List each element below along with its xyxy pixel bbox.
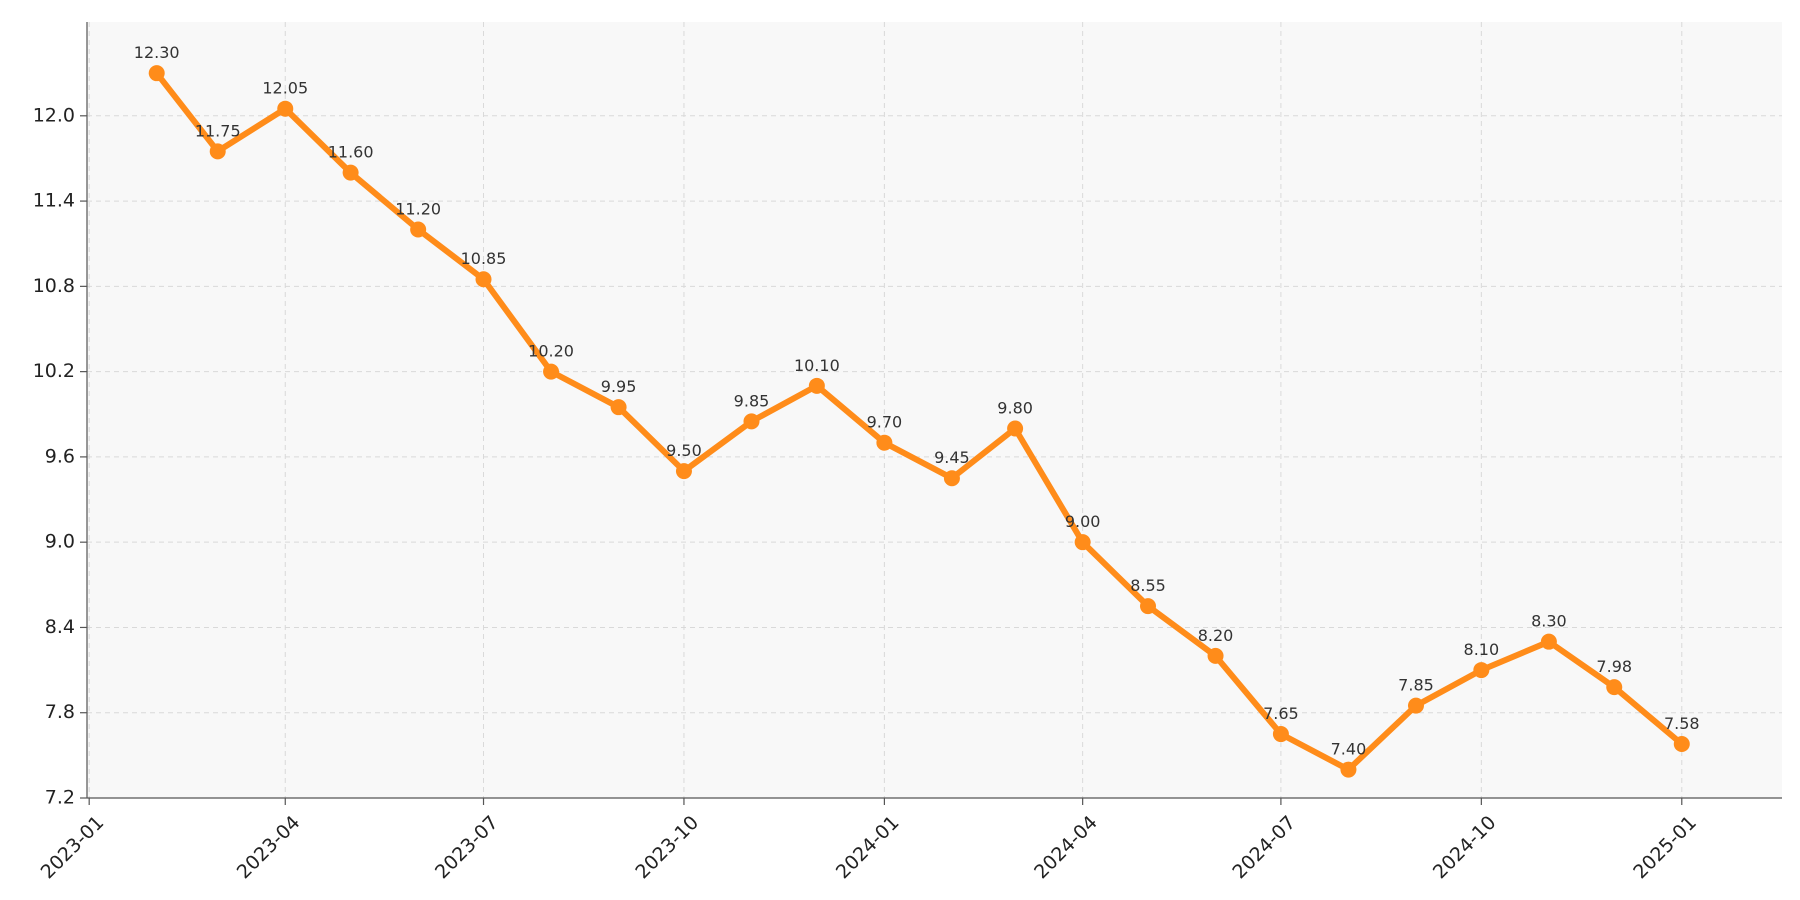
y-tick-label: 12.0 (33, 104, 75, 126)
data-label: 12.30 (134, 43, 180, 62)
data-label: 7.98 (1596, 657, 1632, 676)
data-label: 8.30 (1531, 612, 1567, 631)
data-point (1540, 633, 1557, 650)
data-label: 9.80 (997, 398, 1033, 417)
data-label: 9.45 (934, 448, 970, 467)
data-point (543, 363, 560, 380)
data-point (1140, 598, 1157, 615)
data-label: 10.10 (794, 356, 840, 375)
data-point (1407, 697, 1424, 714)
x-tick-label: 2025-01 (1629, 812, 1701, 884)
data-point (410, 221, 427, 238)
data-point (610, 399, 627, 416)
data-label: 9.85 (734, 391, 770, 410)
y-tick-label: 9.6 (45, 445, 75, 467)
data-label: 10.85 (461, 249, 507, 268)
data-point (1074, 534, 1091, 551)
data-label: 11.60 (328, 143, 374, 162)
data-label: 11.20 (395, 200, 441, 219)
x-tick-label: 2024-01 (832, 812, 904, 884)
data-point (1673, 735, 1690, 752)
x-tick-label: 2023-01 (37, 812, 109, 884)
data-labels: 12.30 11.75 12.05 11.60 11.20 10.85 10.20 9.95 9… (134, 43, 1700, 758)
y-tick-label: 11.4 (33, 190, 75, 212)
data-point (1007, 420, 1024, 437)
data-point (475, 271, 492, 288)
x-tick-label: 2024-07 (1228, 812, 1300, 884)
data-point (148, 65, 165, 82)
data-point (342, 164, 359, 181)
data-point (277, 100, 294, 117)
data-label: 8.10 (1464, 640, 1500, 659)
data-label: 9.00 (1065, 512, 1101, 531)
y-tick-label: 10.8 (33, 275, 75, 297)
y-tick-label: 7.8 (45, 701, 75, 723)
data-point (743, 413, 760, 430)
data-label: 7.65 (1263, 704, 1299, 723)
x-tick-label: 2024-04 (1030, 812, 1102, 884)
x-tick-label: 2023-04 (233, 812, 305, 884)
data-point (1606, 679, 1623, 696)
data-point (1272, 726, 1289, 743)
data-point (1207, 647, 1224, 664)
data-label: 9.50 (666, 441, 702, 460)
data-label: 10.20 (528, 342, 574, 361)
data-point (675, 463, 692, 480)
data-point (1473, 662, 1490, 679)
data-label: 8.20 (1198, 626, 1234, 645)
data-point (876, 434, 893, 451)
data-point (209, 143, 226, 160)
data-point (1340, 761, 1357, 778)
data-point (943, 470, 960, 487)
data-label: 7.85 (1398, 676, 1434, 695)
plot-background (87, 22, 1782, 798)
data-label: 7.40 (1331, 740, 1367, 759)
data-label: 7.58 (1664, 714, 1700, 733)
data-label: 9.95 (601, 377, 637, 396)
y-tick-label: 10.2 (33, 360, 75, 382)
data-point (808, 377, 825, 394)
data-label: 9.70 (867, 413, 903, 432)
data-label: 8.55 (1130, 576, 1166, 595)
series-line (153, 70, 1685, 773)
series-layer (148, 65, 1690, 778)
x-tick-label: 2023-10 (631, 812, 703, 884)
x-tick-label: 2024-10 (1429, 812, 1501, 884)
y-tick-label: 7.2 (45, 787, 75, 809)
data-label: 12.05 (262, 79, 308, 98)
data-label: 11.75 (195, 121, 241, 140)
x-tick-label: 2023-07 (431, 812, 503, 884)
y-tick-label: 8.4 (45, 616, 75, 638)
y-tick-label: 9.0 (45, 531, 75, 553)
